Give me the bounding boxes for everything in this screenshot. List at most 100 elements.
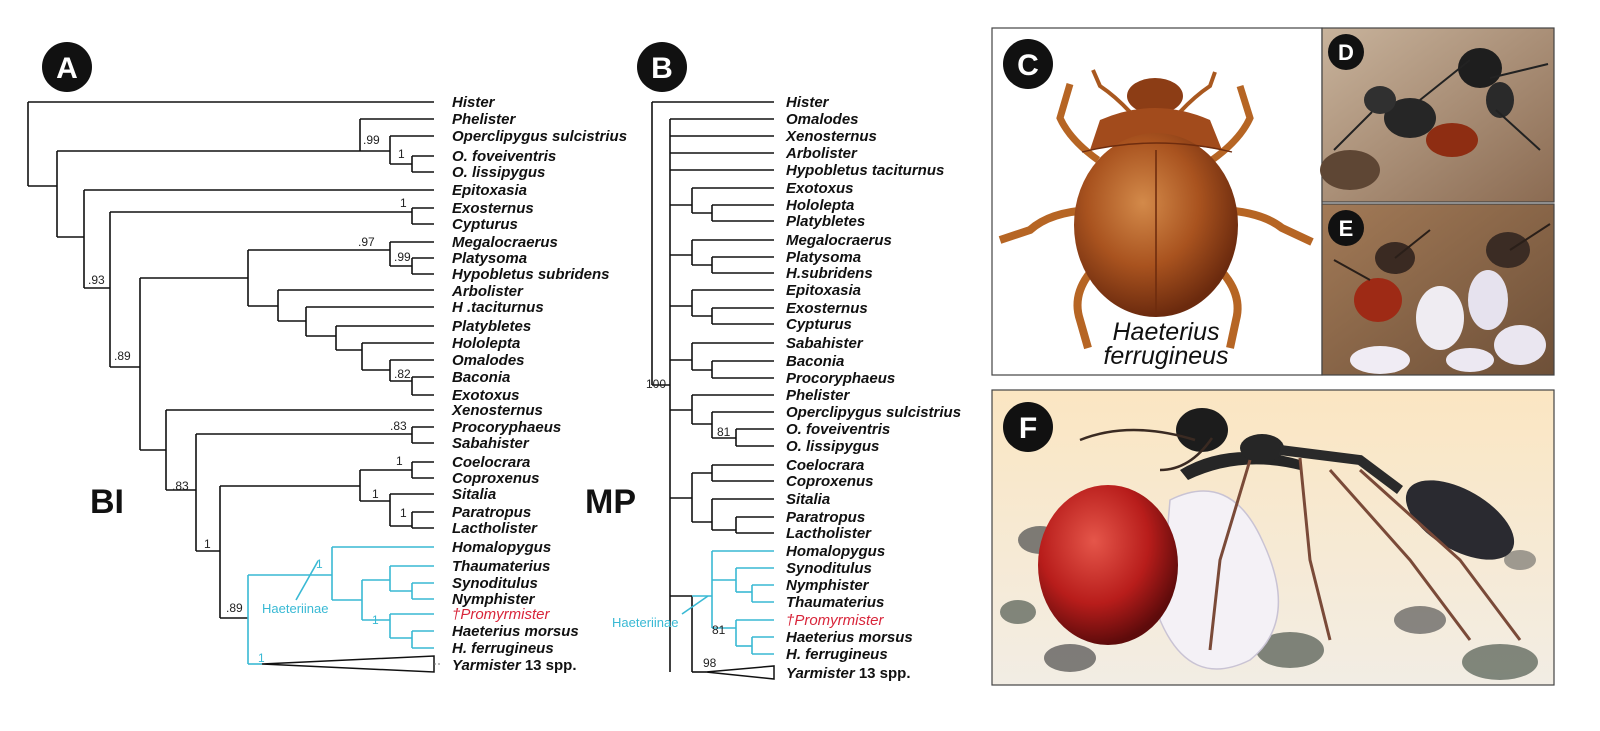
bi-taxon: Phelister (452, 111, 517, 128)
bi-support: .89 (226, 601, 243, 615)
bi-taxon: Exosternus (452, 200, 534, 217)
bi-taxon: Coproxenus (452, 470, 540, 487)
panel-d: D (1320, 27, 1555, 203)
mp-branches (651, 101, 774, 673)
bi-support: .99 (363, 133, 380, 147)
bi-support: 1 (258, 651, 265, 665)
bi-taxon: Homalopygus (452, 539, 551, 556)
bi-taxon: Exotoxus (452, 387, 520, 404)
mp-taxon: H. ferrugineus (786, 646, 888, 663)
bi-taxon-fossil: †Promyrmister (452, 606, 551, 623)
bi-taxon: Platysoma (452, 250, 527, 267)
bi-taxon: Procoryphaeus (452, 419, 561, 436)
mp-taxon: Phelister (786, 387, 851, 404)
mp-taxon: Homalopygus (786, 543, 885, 560)
bi-taxon: Nymphister (452, 591, 536, 608)
bi-yarmister-genus: Yarmister (452, 657, 522, 674)
mp-taxon: Sitalia (786, 491, 830, 508)
mp-taxon-fossil: †Promyrmister (786, 612, 885, 629)
mp-support: 81 (717, 425, 731, 439)
species-caption-line2: ferrugineus (1103, 342, 1228, 370)
panel-a: A BI (27, 42, 627, 674)
mp-taxon: Operclipygus sulcistrius (786, 404, 961, 421)
panel-d-letter: D (1338, 40, 1354, 65)
bi-taxon: Epitoxasia (452, 182, 527, 199)
bi-support: 1 (372, 613, 379, 627)
method-bi-label: BI (90, 483, 124, 521)
bi-support: 1 (400, 506, 407, 520)
bi-taxon: Hololepta (452, 335, 520, 352)
mp-taxon: Arbolister (785, 145, 858, 162)
mp-taxon: Exosternus (786, 300, 868, 317)
bi-support: 1 (316, 557, 323, 571)
mp-taxon: Xenosternus (785, 128, 877, 145)
bi-taxon: H. ferrugineus (452, 640, 554, 657)
mp-taxon-labels: Hister Omalodes Xenosternus Arbolister H… (785, 94, 961, 682)
bi-support: .99 (394, 250, 411, 264)
mp-taxon: H.subridens (786, 265, 873, 282)
mp-taxon: O. foveiventris (786, 421, 890, 438)
mp-support-values: 100 81 81 98 (646, 377, 731, 670)
mp-taxon: Platybletes (786, 213, 865, 230)
ant-carrying-pupa-painting (1000, 408, 1538, 680)
mp-taxon: Sabahister (786, 335, 864, 352)
bi-support-values: .99 1 .93 1 .89 .97 .99 .82 .83 .83 1 1 … (88, 133, 411, 665)
bi-support: .83 (172, 479, 189, 493)
mp-taxon: Procoryphaeus (786, 370, 895, 387)
bi-taxon-yarmister: Yarmister 13 spp. (452, 657, 577, 674)
bi-taxon: Arbolister (451, 283, 524, 300)
bi-taxon-labels: Hister Phelister Operclipygus sulcistriu… (451, 94, 627, 674)
bi-taxon: Hister (452, 94, 496, 111)
bi-taxon: Paratropus (452, 504, 531, 521)
bi-support: .89 (114, 349, 131, 363)
bi-taxon: Baconia (452, 369, 510, 386)
bi-taxon: Haeterius morsus (452, 623, 579, 640)
bi-support: 1 (398, 147, 405, 161)
bi-taxon: Hypobletus subridens (452, 266, 610, 283)
bi-taxon: O. foveiventris (452, 148, 556, 165)
bi-taxon: Coelocrara (452, 454, 530, 471)
ant-nest-photo-e (1333, 223, 1551, 374)
bi-support: .83 (390, 419, 407, 433)
bi-taxon: Megalocraerus (452, 234, 558, 251)
mp-taxon: Paratropus (786, 509, 865, 526)
panel-e-letter: E (1339, 216, 1354, 241)
beetle-specimen-illustration (998, 69, 1314, 350)
mp-taxon: Hister (786, 94, 830, 111)
mp-yarmister-collapsed-clade (705, 665, 775, 680)
mp-support: 100 (646, 377, 666, 391)
mp-taxon: Thaumaterius (786, 594, 884, 611)
bi-taxon: Platybletes (452, 318, 531, 335)
mp-yarmister-genus: Yarmister (786, 665, 856, 682)
bi-support: .97 (358, 235, 375, 249)
bi-taxon: Operclipygus sulcistrius (452, 128, 627, 145)
bi-branches (27, 101, 434, 619)
bi-taxon: Thaumaterius (452, 558, 550, 575)
panel-f: F (991, 389, 1555, 686)
mp-taxon: Hypobletus taciturnus (786, 162, 944, 179)
panel-e: E (1321, 203, 1555, 376)
panel-b-letter: B (651, 52, 673, 85)
bi-support: 1 (204, 537, 211, 551)
bi-support: 1 (396, 454, 403, 468)
mp-taxon: Omalodes (786, 111, 859, 128)
bi-taxon: Synoditulus (452, 575, 538, 592)
mp-haeteriinae-branches (681, 550, 774, 655)
mp-support: 81 (712, 623, 726, 637)
mp-taxon: Exotoxus (786, 180, 854, 197)
mp-taxon: Epitoxasia (786, 282, 861, 299)
bi-taxon: Omalodes (452, 352, 525, 369)
mp-taxon: Coelocrara (786, 457, 864, 474)
mp-clade-label: Haeteriinae (612, 615, 679, 630)
mp-taxon: Megalocraerus (786, 232, 892, 249)
bi-taxon: O. lissipygus (452, 164, 545, 181)
method-mp-label: MP (585, 483, 636, 521)
mp-taxon: Nymphister (786, 577, 870, 594)
mp-taxon: O. lissipygus (786, 438, 879, 455)
mp-taxon: Cypturus (786, 316, 852, 333)
bi-haeteriinae-branches (247, 546, 434, 665)
bi-taxon: Sabahister (452, 435, 530, 452)
panel-a-letter: A (56, 52, 78, 85)
mp-taxon-yarmister: Yarmister 13 spp. (786, 665, 911, 682)
